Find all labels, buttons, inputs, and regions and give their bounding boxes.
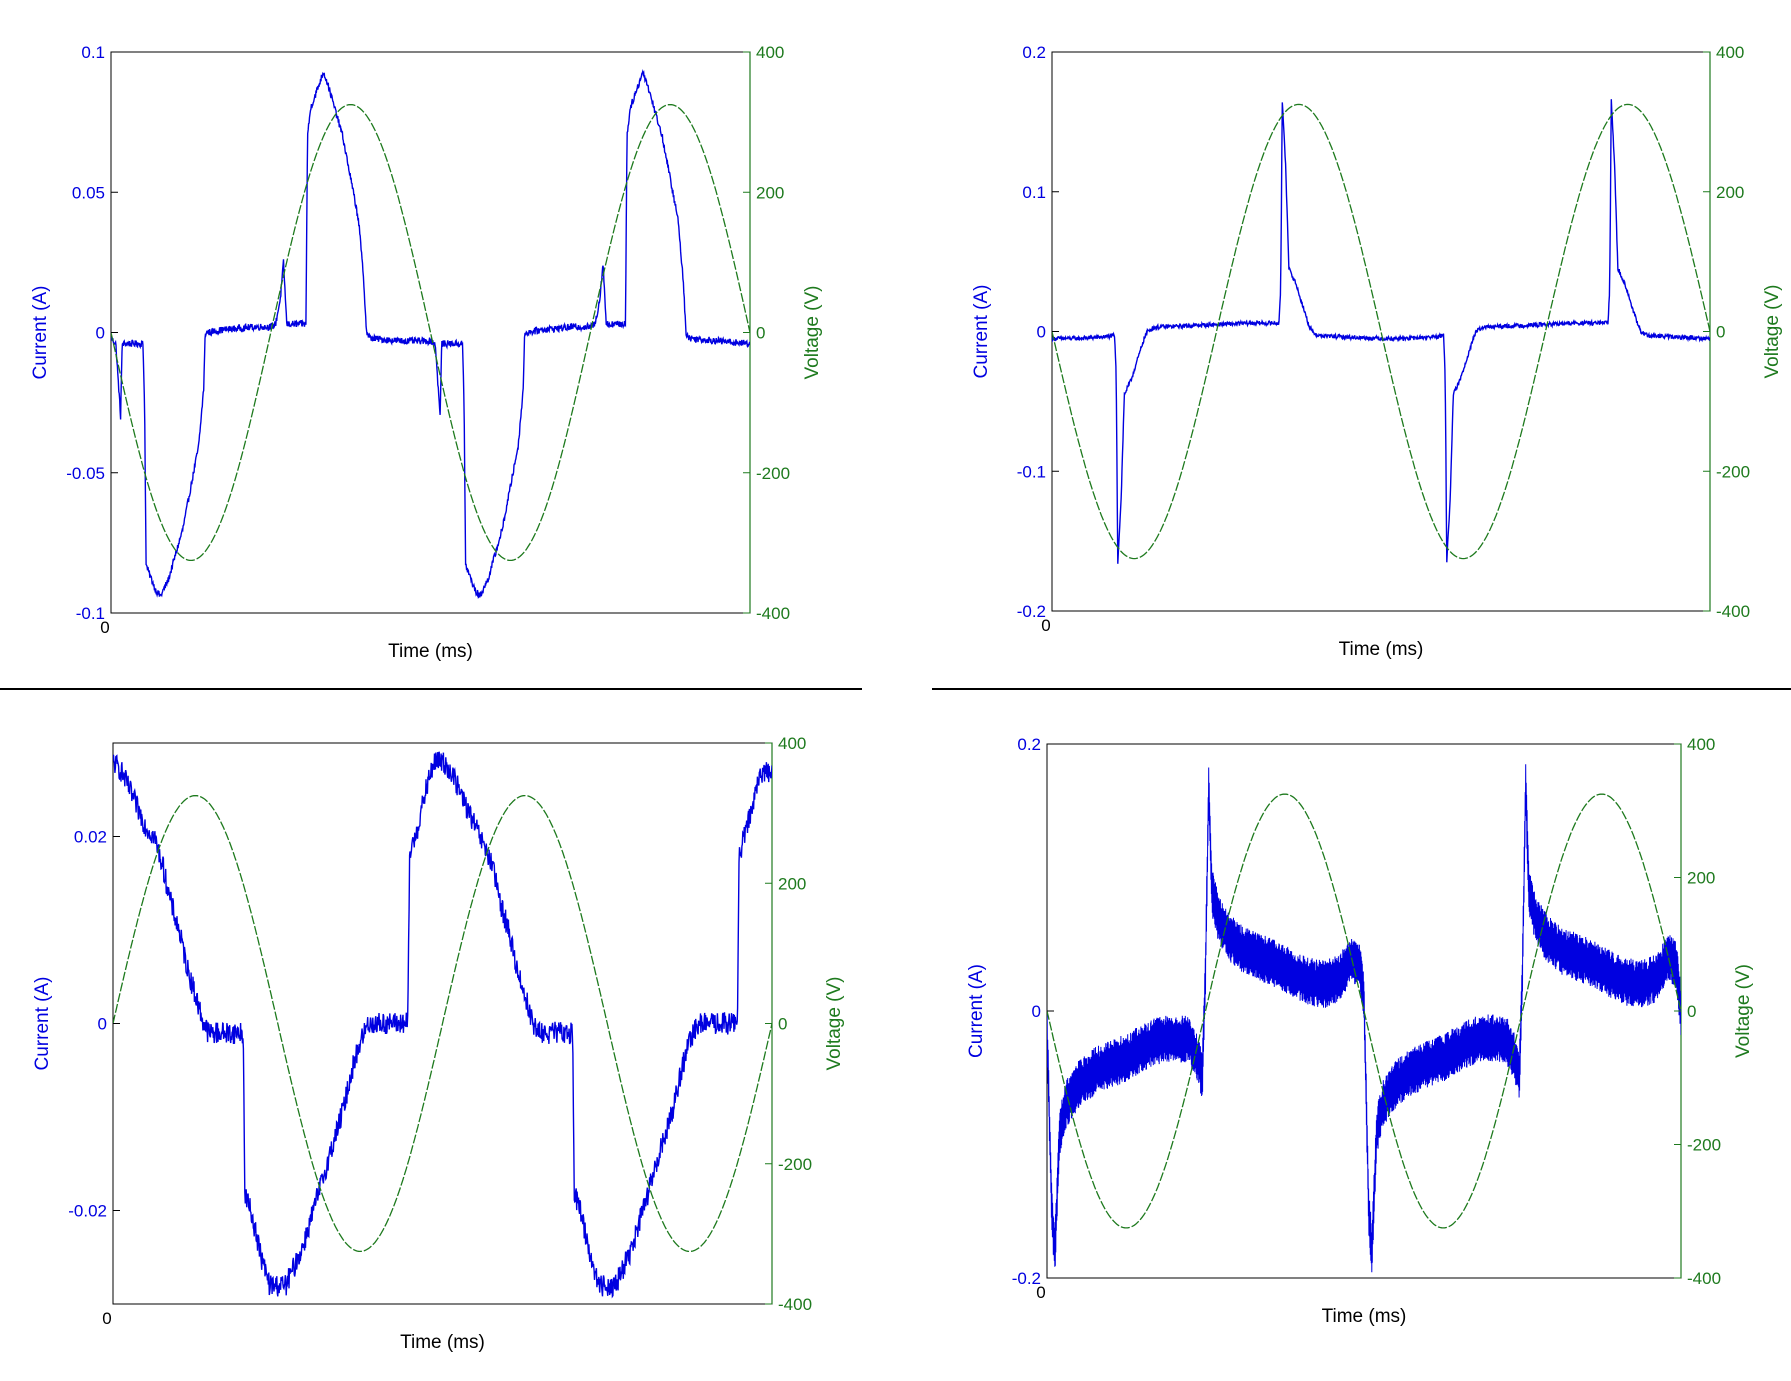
x-axis-label: Time (ms)	[1322, 1306, 1407, 1327]
right-tick-label: -200	[756, 464, 790, 483]
left-tick-label: -0.02	[68, 1202, 107, 1221]
x-tick-label: 0	[1036, 1283, 1045, 1302]
left-tick-label: 0	[1037, 323, 1046, 342]
left-tick-label: -0.1	[1017, 462, 1046, 481]
current-series	[113, 751, 772, 1299]
left-tick-label: 0.1	[1022, 183, 1046, 202]
left-tick-label: 0.1	[81, 43, 105, 62]
left-tick-label: 0.02	[74, 828, 107, 847]
left-tick-label: 0	[98, 1015, 107, 1034]
left-tick-label: 0	[1032, 1002, 1041, 1021]
x-axis-label: Time (ms)	[1339, 639, 1424, 660]
right-tick-label: 200	[1716, 183, 1744, 202]
right-tick-label: -400	[756, 604, 790, 623]
y-right-axis-label: Voltage (V)	[802, 286, 823, 380]
y-left-axis-label: Current (A)	[30, 286, 51, 380]
divider-right	[932, 688, 1791, 690]
voltage-series	[113, 794, 772, 1253]
left-tick-label: 0.05	[72, 183, 105, 202]
left-tick-label: 0.2	[1022, 43, 1046, 62]
y-right-axis-label: Voltage (V)	[1762, 285, 1783, 379]
right-tick-label: 400	[756, 43, 784, 62]
right-tick-label: -400	[1687, 1269, 1721, 1288]
chart-bottom-left: -0.02 0 0.02 -400 -200 0 200 400 0 Time (ms) Curre…	[32, 734, 845, 1353]
plot-area	[1052, 99, 1710, 564]
right-tick-label: -200	[1716, 462, 1750, 481]
right-tick-label: 200	[1687, 869, 1715, 888]
plot-area	[1047, 764, 1681, 1273]
left-tick-label: -0.2	[1017, 602, 1046, 621]
left-tick-label: 0	[96, 324, 105, 343]
right-tick-label: 400	[778, 734, 806, 753]
x-tick-label: 0	[102, 1309, 111, 1328]
right-tick-label: -400	[778, 1295, 812, 1314]
x-axis-label: Time (ms)	[388, 641, 473, 662]
left-tick-label: -0.05	[66, 464, 105, 483]
y-left-axis-label: Current (A)	[966, 964, 987, 1058]
right-tick-label: 0	[1716, 323, 1725, 342]
plot-area	[111, 68, 750, 599]
right-tick-label: -400	[1716, 602, 1750, 621]
right-tick-label: 0	[778, 1015, 787, 1034]
y-left-axis-label: Current (A)	[32, 977, 53, 1071]
plot-area	[113, 751, 772, 1299]
voltage-series	[1047, 793, 1681, 1229]
right-tick-label: -200	[778, 1155, 812, 1174]
right-tick-label: 200	[756, 183, 784, 202]
right-tick-label: -200	[1687, 1136, 1721, 1155]
current-series	[1047, 764, 1681, 1273]
right-tick-label: 0	[1687, 1002, 1696, 1021]
right-tick-label: 200	[778, 874, 806, 893]
chart-top-left: -0.1 -0.05 0 0.05 0.1 -400 -200 0 200 400 0 Time (m…	[30, 43, 823, 662]
y-right-axis-label: Voltage (V)	[824, 977, 845, 1071]
chart-top-right: -0.2 -0.1 0 0.1 0.2 -400 -200 0 200 400 0 Time (ms)…	[971, 43, 1783, 660]
left-tick-label: -0.1	[76, 604, 105, 623]
right-tick-label: 400	[1687, 735, 1715, 754]
left-tick-label: -0.2	[1012, 1269, 1041, 1288]
divider-left	[0, 688, 862, 690]
voltage-series	[1052, 103, 1710, 560]
x-axis-label: Time (ms)	[400, 1332, 485, 1353]
left-tick-label: 0.2	[1017, 735, 1041, 754]
y-left-axis-label: Current (A)	[971, 285, 992, 379]
current-series	[1052, 99, 1710, 564]
right-tick-label: 400	[1716, 43, 1744, 62]
x-tick-label: 0	[100, 618, 109, 637]
right-tick-label: 0	[756, 324, 765, 343]
y-right-axis-label: Voltage (V)	[1733, 964, 1754, 1058]
x-tick-label: 0	[1041, 616, 1050, 635]
current-series	[111, 68, 750, 599]
voltage-series	[111, 103, 750, 562]
